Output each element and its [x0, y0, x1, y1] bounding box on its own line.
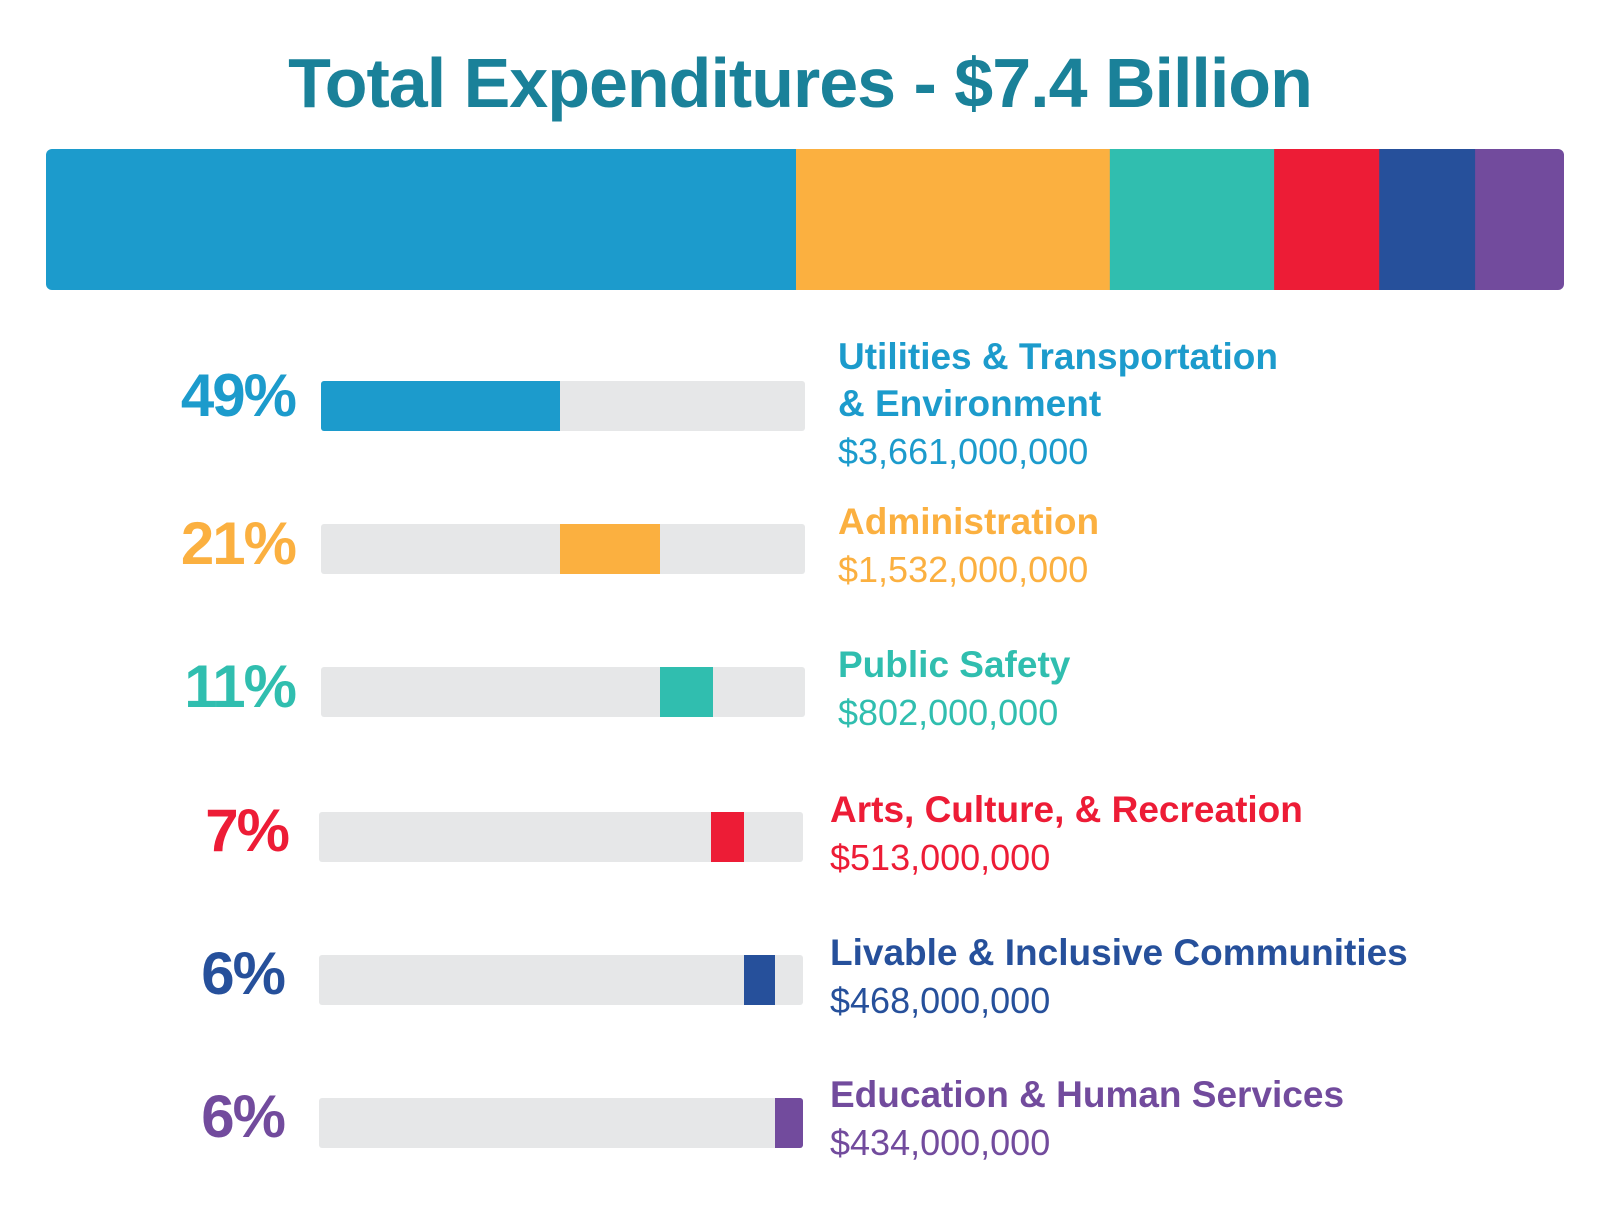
stack-segment-livable — [1379, 149, 1476, 290]
category-name-arts: Arts, Culture, & Recreation — [830, 789, 1303, 830]
stack-segment-public-safety — [1109, 149, 1275, 290]
progress-track-public-safety — [321, 667, 805, 717]
category-name-utilities-line2: & Environment — [838, 383, 1102, 424]
progress-segment-utilities — [321, 381, 561, 431]
progress-track-livable — [319, 955, 803, 1005]
progress-segment-administration — [560, 524, 661, 574]
percent-label-administration: 21% — [180, 510, 297, 577]
category-name-utilities-line1: Utilities & Transportation — [838, 336, 1278, 377]
progress-track-education — [319, 1098, 803, 1148]
category-name-livable: Livable & Inclusive Communities — [830, 932, 1408, 973]
progress-segment-education — [774, 1098, 803, 1148]
category-amount-livable: $468,000,000 — [830, 980, 1051, 1021]
category-amount-education: $434,000,000 — [830, 1122, 1051, 1163]
category-label-arts: Arts, Culture, & Recreation $513,000,000 — [830, 786, 1550, 883]
chart-title: Total Expenditures - $7.4 Billion — [288, 44, 1313, 122]
category-amount-public-safety: $802,000,000 — [838, 692, 1059, 733]
category-label-education: Education & Human Services $434,000,000 — [830, 1071, 1550, 1168]
progress-track-administration — [321, 524, 805, 574]
stack-segment-education — [1475, 149, 1564, 290]
category-label-administration: Administration $1,532,000,000 — [838, 498, 1558, 595]
category-amount-administration: $1,532,000,000 — [838, 549, 1089, 590]
stack-segment-utilities — [46, 149, 797, 290]
stack-segment-arts — [1274, 149, 1380, 290]
category-label-livable: Livable & Inclusive Communities $468,000… — [830, 929, 1550, 1026]
progress-segment-arts — [710, 812, 745, 862]
progress-track-utilities — [321, 381, 805, 431]
progress-segment-public-safety — [660, 667, 713, 717]
percent-label-public-safety: 11% — [184, 653, 297, 720]
category-amount-arts: $513,000,000 — [830, 837, 1051, 878]
progress-segment-livable — [744, 955, 775, 1005]
category-label-public-safety: Public Safety $802,000,000 — [838, 641, 1558, 738]
stacked-total-bar — [46, 149, 1564, 290]
percent-label-utilities: 49% — [180, 362, 297, 429]
percent-label-livable: 6% — [201, 940, 286, 1007]
category-amount-utilities: $3,661,000,000 — [838, 431, 1089, 472]
progress-track-arts — [319, 812, 803, 862]
category-name-public-safety: Public Safety — [838, 644, 1071, 685]
percent-label-education: 6% — [201, 1083, 286, 1150]
percent-label-arts: 7% — [205, 797, 290, 864]
category-name-administration: Administration — [838, 501, 1100, 542]
stack-segment-administration — [795, 149, 1111, 290]
category-name-education: Education & Human Services — [830, 1074, 1345, 1115]
category-label-utilities: Utilities & Transportation & Environment… — [838, 333, 1558, 477]
